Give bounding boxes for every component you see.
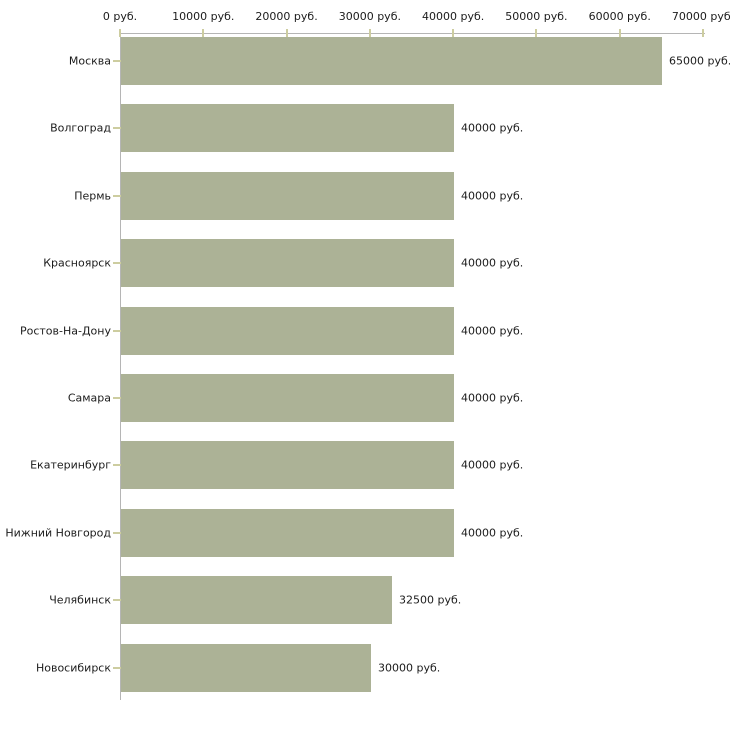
value-label: 40000 руб. — [461, 391, 524, 405]
bar-1 — [121, 37, 662, 85]
x-axis-tick-label: 0 руб. — [102, 10, 138, 23]
x-axis-tick — [535, 29, 538, 37]
y-axis-tick — [113, 397, 121, 399]
x-axis-tick-label: 10000 руб. — [172, 10, 235, 23]
bar-5 — [121, 307, 454, 355]
category-label: Пермь — [74, 189, 111, 203]
x-axis-line — [120, 33, 705, 34]
bar-2 — [121, 104, 454, 152]
bar-3 — [121, 172, 454, 220]
value-label: 32500 руб. — [399, 593, 462, 607]
category-label: Волгоград — [50, 121, 111, 135]
value-label: 40000 руб. — [461, 526, 524, 540]
category-label: Красноярск — [43, 256, 111, 270]
y-axis-tick — [113, 464, 121, 466]
x-axis-tick-label: 20000 руб. — [255, 10, 318, 23]
x-axis-tick-label: 50000 руб. — [505, 10, 568, 23]
value-label: 40000 руб. — [461, 121, 524, 135]
category-label: Екатеринбург — [30, 458, 111, 472]
x-axis-tick-label: 40000 руб. — [422, 10, 485, 23]
bar-7 — [121, 441, 454, 489]
x-axis-tick-label: 70000 руб. — [671, 10, 730, 23]
y-axis-tick — [113, 262, 121, 264]
y-axis-line — [120, 33, 121, 700]
y-axis-tick — [113, 532, 121, 534]
y-axis-tick — [113, 667, 121, 669]
x-axis-tick-label: 60000 руб. — [588, 10, 651, 23]
category-label: Москва — [68, 54, 111, 68]
x-axis-tick — [119, 29, 121, 37]
value-label: 40000 руб. — [461, 458, 524, 472]
x-axis-tick — [285, 29, 288, 37]
x-axis-tick — [702, 29, 704, 37]
value-label: 30000 руб. — [378, 661, 441, 675]
y-axis-tick — [113, 330, 121, 332]
x-axis-tick — [618, 29, 621, 37]
x-axis-tick-label: 30000 руб. — [338, 10, 401, 23]
x-axis-tick — [368, 29, 371, 37]
y-axis-tick — [113, 599, 121, 601]
bar-6 — [121, 374, 454, 422]
y-axis-tick — [113, 127, 121, 129]
category-label: Новосибирск — [35, 661, 111, 675]
y-axis-tick — [113, 195, 121, 197]
value-label: 40000 руб. — [461, 324, 524, 338]
x-axis-tick — [452, 29, 455, 37]
value-label: 40000 руб. — [461, 189, 524, 203]
category-label: Ростов-На-Дону — [19, 324, 111, 338]
x-axis-tick — [202, 29, 205, 37]
value-label: 40000 руб. — [461, 256, 524, 270]
bar-9 — [121, 576, 392, 624]
bar-10 — [121, 644, 371, 692]
y-axis-tick — [113, 60, 121, 62]
category-label: Нижний Новгород — [5, 526, 111, 540]
bar-4 — [121, 239, 454, 287]
value-label: 65000 руб. — [669, 54, 730, 68]
category-label: Челябинск — [49, 593, 111, 607]
bar-8 — [121, 509, 454, 557]
category-label: Самара — [67, 391, 111, 405]
